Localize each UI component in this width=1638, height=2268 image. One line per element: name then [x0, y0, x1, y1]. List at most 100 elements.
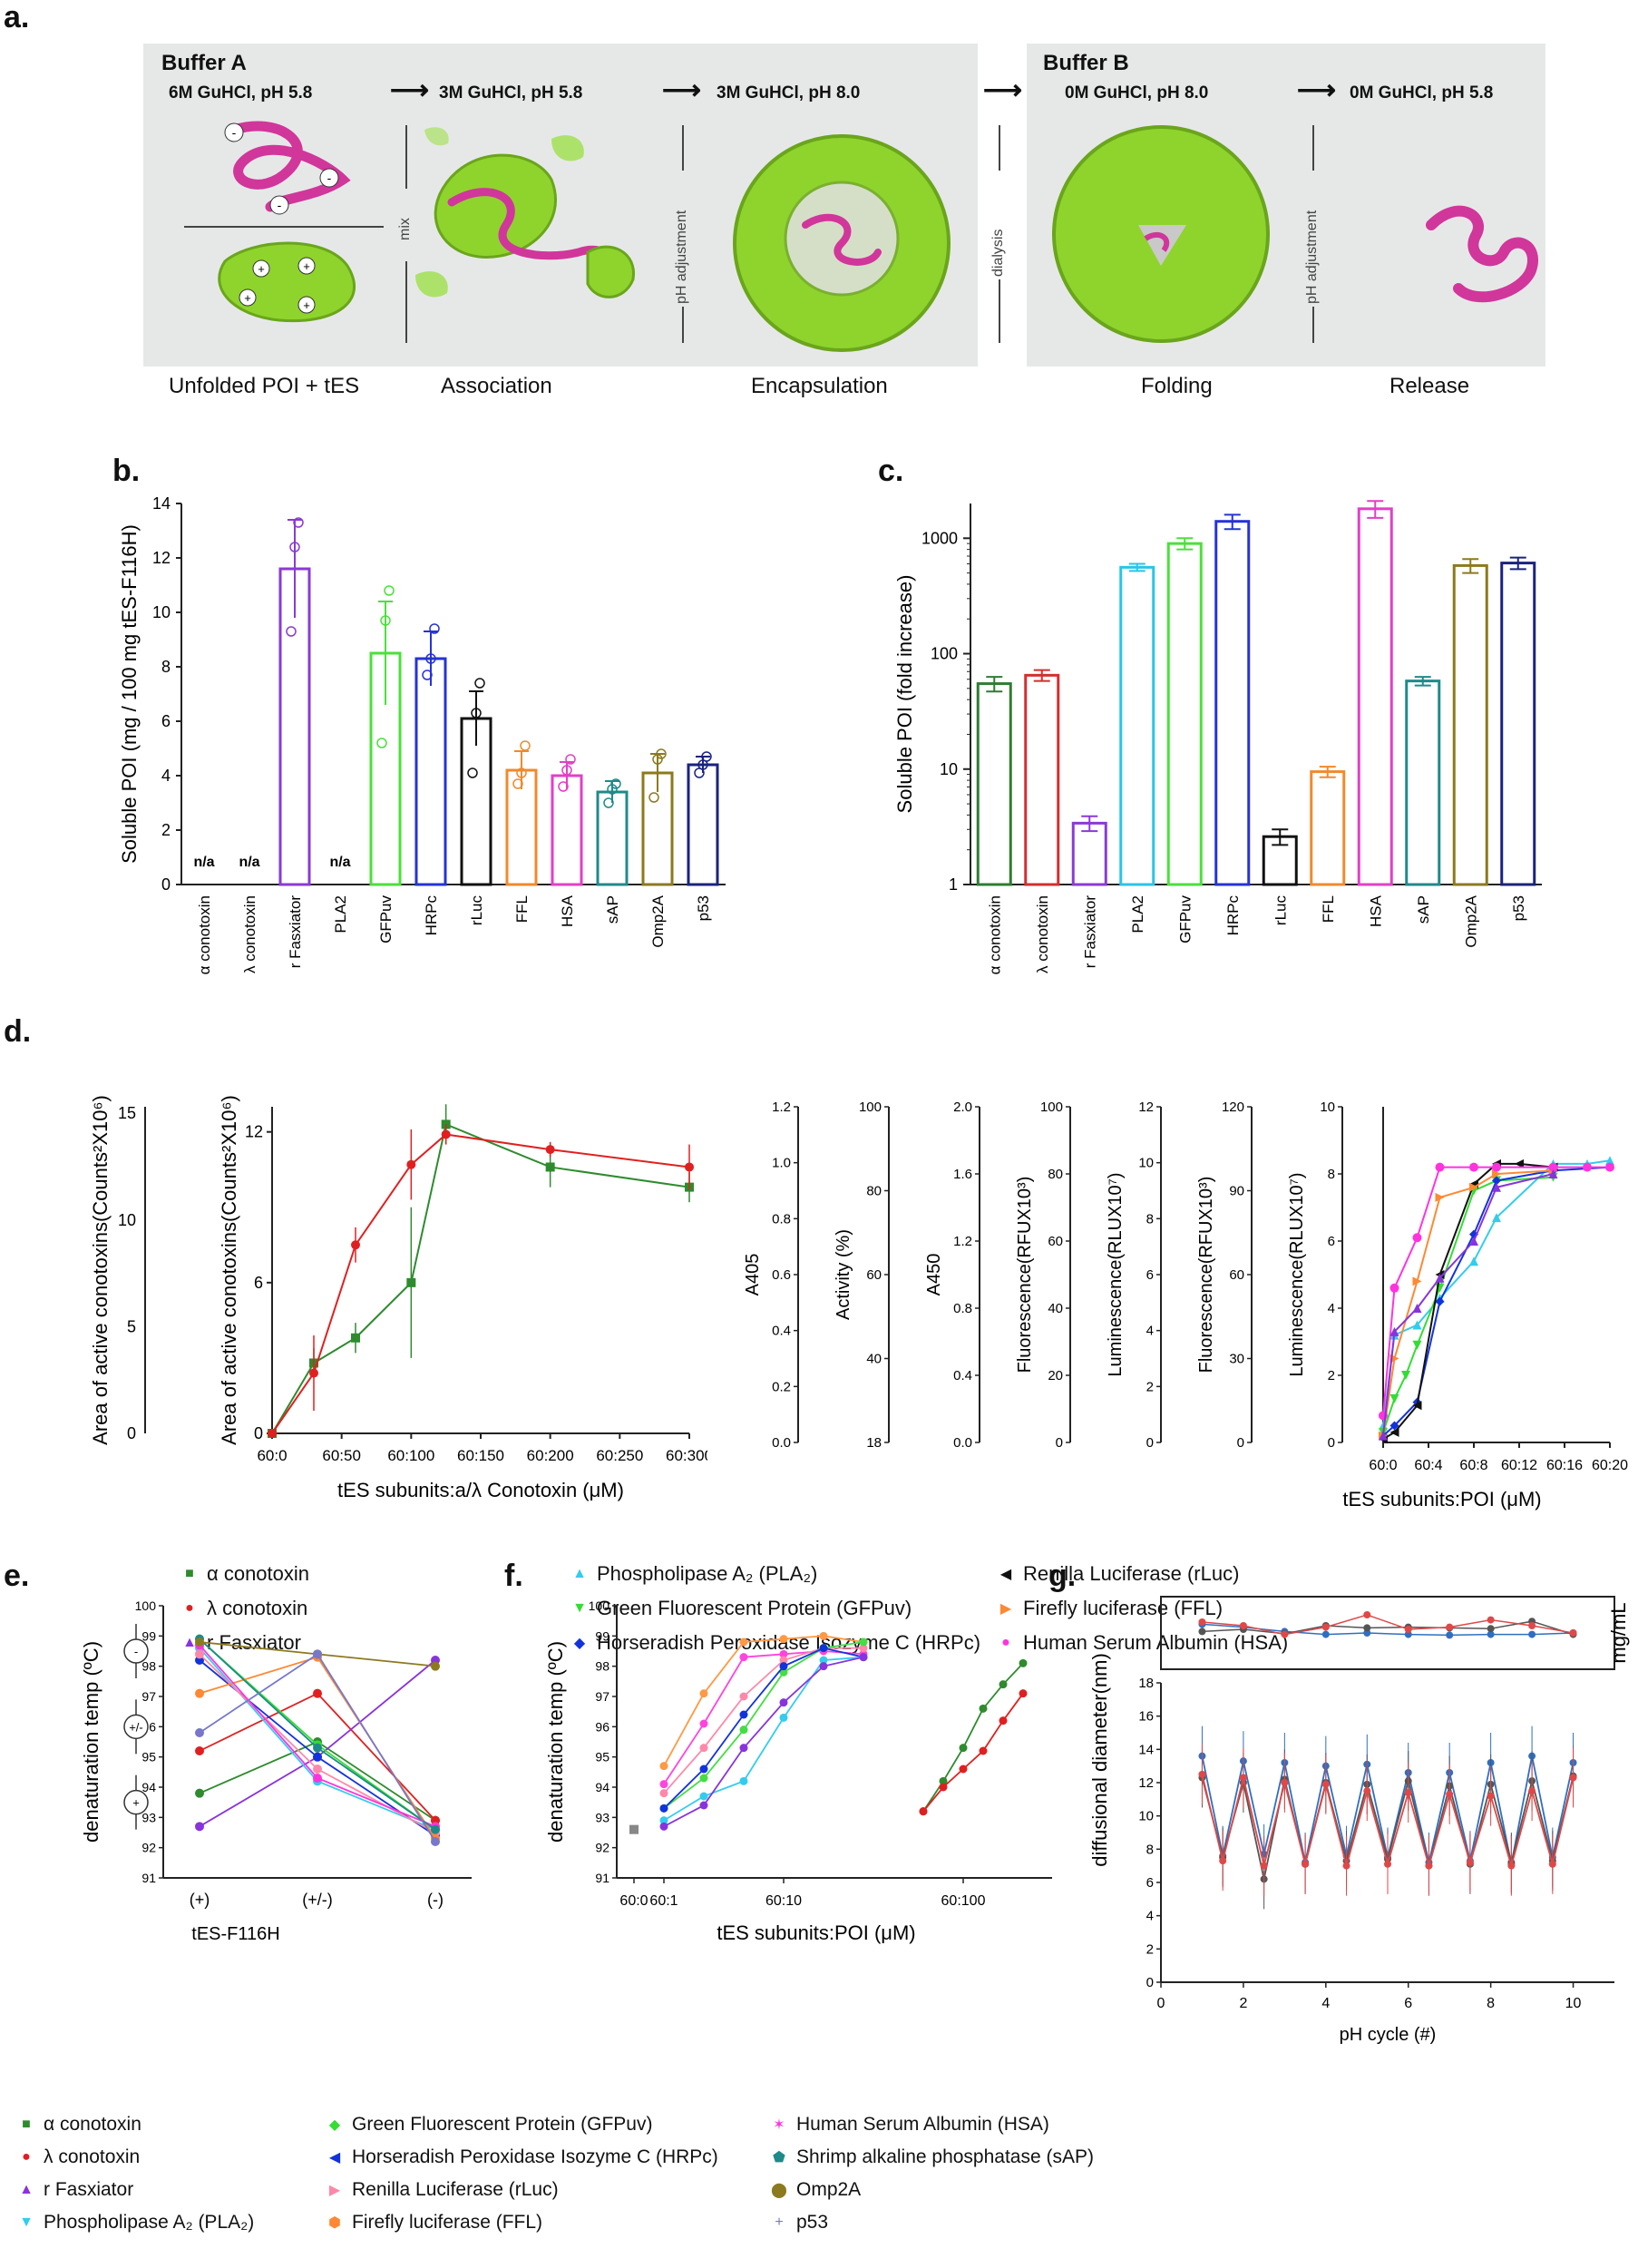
y-tick-label: 4 [161, 767, 171, 785]
y-tick-label: 4 [1328, 1301, 1335, 1316]
legend-marker-icon: ◆ [328, 2117, 341, 2133]
y-tick-label: 6 [161, 712, 171, 730]
y-tick-label: 0 [1056, 1435, 1063, 1451]
series-line [1202, 1620, 1574, 1636]
y-tick-label: 20 [1048, 1368, 1063, 1383]
stage-folding: Folding [1141, 374, 1213, 398]
x-tick-label: p53 [1510, 895, 1527, 921]
data-point [999, 1716, 1008, 1725]
data-point [313, 1765, 322, 1774]
data-point [351, 1240, 360, 1250]
series-line [663, 1641, 864, 1810]
legend-item: ▶ Firefly luciferase (FFL) [998, 1597, 1223, 1620]
y-tick-label: 1.6 [953, 1167, 972, 1182]
y-axis-label: Fluorescence(RFUX10³) [1015, 1177, 1035, 1374]
data-point [431, 1661, 440, 1671]
legend-label: Human Serum Albumin (HSA) [1023, 1631, 1289, 1654]
y-tick-label: 0 [1328, 1435, 1335, 1451]
stage-association: Association [441, 374, 552, 398]
data-point [659, 1789, 668, 1798]
legend-label: Shrimp alkaline phosphatase (sAP) [796, 2146, 1095, 2167]
bar [1452, 563, 1488, 886]
data-point [739, 1653, 748, 1662]
data-point [1507, 1862, 1516, 1870]
outer-y-tick-label: 10 [118, 1211, 136, 1229]
data-point [659, 1804, 668, 1813]
data-point [779, 1667, 788, 1677]
data-point [1198, 1618, 1206, 1626]
data-point [313, 1774, 322, 1783]
y-tick-label: 6 [1146, 1875, 1154, 1891]
y-tick-label: 8 [1146, 1211, 1154, 1227]
data-point [309, 1368, 318, 1378]
legend-marker-icon: ● [1001, 1635, 1010, 1650]
data-point [406, 1159, 416, 1169]
y-tick-label: 92 [141, 1841, 156, 1855]
x-tick-label: FFL [1320, 895, 1337, 923]
stage-release: Release [1389, 374, 1470, 398]
data-point [1321, 1780, 1330, 1788]
arrow-icon: ⟶ [390, 75, 430, 105]
legend-item: ⬟ Shrimp alkaline phosphatase (sAP) [771, 2146, 1094, 2168]
x-tick-label: rLuc [1272, 895, 1289, 926]
legend-marker-icon: ● [22, 2149, 31, 2165]
data-point [629, 1824, 639, 1834]
x-tick-label: PLA2 [332, 895, 349, 934]
data-point [859, 1644, 868, 1653]
data-point [739, 1692, 748, 1701]
y-tick-label: 100 [859, 1100, 882, 1115]
legend-marker-icon: ✶ [773, 2117, 785, 2133]
y-tick-label: 12 [1138, 1100, 1154, 1115]
replicate-point [520, 740, 531, 751]
y-tick-label: 0 [1146, 1975, 1154, 1990]
x-tick-label: GFPuv [1176, 895, 1194, 943]
replicate-point [474, 678, 485, 689]
data-point [779, 1713, 788, 1722]
separator-ph-adjustment: pH adjustment [674, 210, 689, 304]
legend-label: Green Fluorescent Protein (GFPuv) [352, 2114, 653, 2135]
arrow-icon: ⟶ [983, 75, 1023, 105]
data-point [1605, 1156, 1614, 1166]
data-point [739, 1710, 748, 1719]
series-line [1202, 1614, 1574, 1636]
data-point [1198, 1628, 1206, 1636]
charge-label: - [232, 125, 237, 140]
data-point [859, 1653, 868, 1662]
series-line [663, 1647, 864, 1809]
data-point [1583, 1162, 1592, 1172]
x-tick-label: α conotoxin [196, 895, 213, 974]
y-tick-label: 0.8 [772, 1211, 791, 1227]
x-tick-label: PLA2 [1129, 895, 1146, 934]
data-point [195, 1728, 204, 1737]
data-point [1219, 1857, 1227, 1865]
x-tick-label: 0 [1157, 1996, 1165, 2011]
legend-label: Renilla Luciferase (rLuc) [352, 2179, 559, 2200]
data-point [1363, 1624, 1371, 1632]
legend-item: ◆ Green Fluorescent Protein (GFPuv) [327, 2114, 653, 2136]
charge-circle [123, 1714, 149, 1740]
legend-label: Phospholipase A₂ (PLA₂) [44, 2212, 255, 2233]
legend-label: Phospholipase A₂ (PLA₂) [597, 1562, 818, 1585]
charge-label: +/- [129, 1720, 143, 1734]
tes-subunit [434, 153, 558, 259]
step-3: 3M GuHCl, pH 8.0 [717, 83, 861, 103]
data-point [1412, 1233, 1422, 1243]
data-point [739, 1744, 748, 1753]
data-point [1435, 1273, 1445, 1283]
y-tick-label: 91 [141, 1871, 156, 1885]
data-point [1389, 1326, 1399, 1336]
charge-label: - [278, 198, 282, 212]
data-point [545, 1162, 555, 1172]
x-axis-label: tES subunits:POI (μM) [1342, 1488, 1541, 1510]
data-point [441, 1129, 451, 1139]
y-axis-label: Area of active conotoxins(Counts²X10⁶) [218, 1095, 240, 1445]
x-tick-label: 60:0 [619, 1893, 648, 1909]
y-axis-label: A450 [924, 1254, 944, 1296]
y-tick-label: 6 [1146, 1267, 1154, 1283]
x-tick-label: 8 [1487, 1996, 1495, 2011]
chart-d-right: 0.00.20.40.60.81.01.2A40518406080100Acti… [743, 1100, 1628, 1510]
legend-marker-icon: ⬤ [771, 2183, 787, 2198]
data-point [545, 1145, 555, 1155]
y-tick-label: 98 [595, 1659, 609, 1674]
data-point [1435, 1296, 1445, 1306]
